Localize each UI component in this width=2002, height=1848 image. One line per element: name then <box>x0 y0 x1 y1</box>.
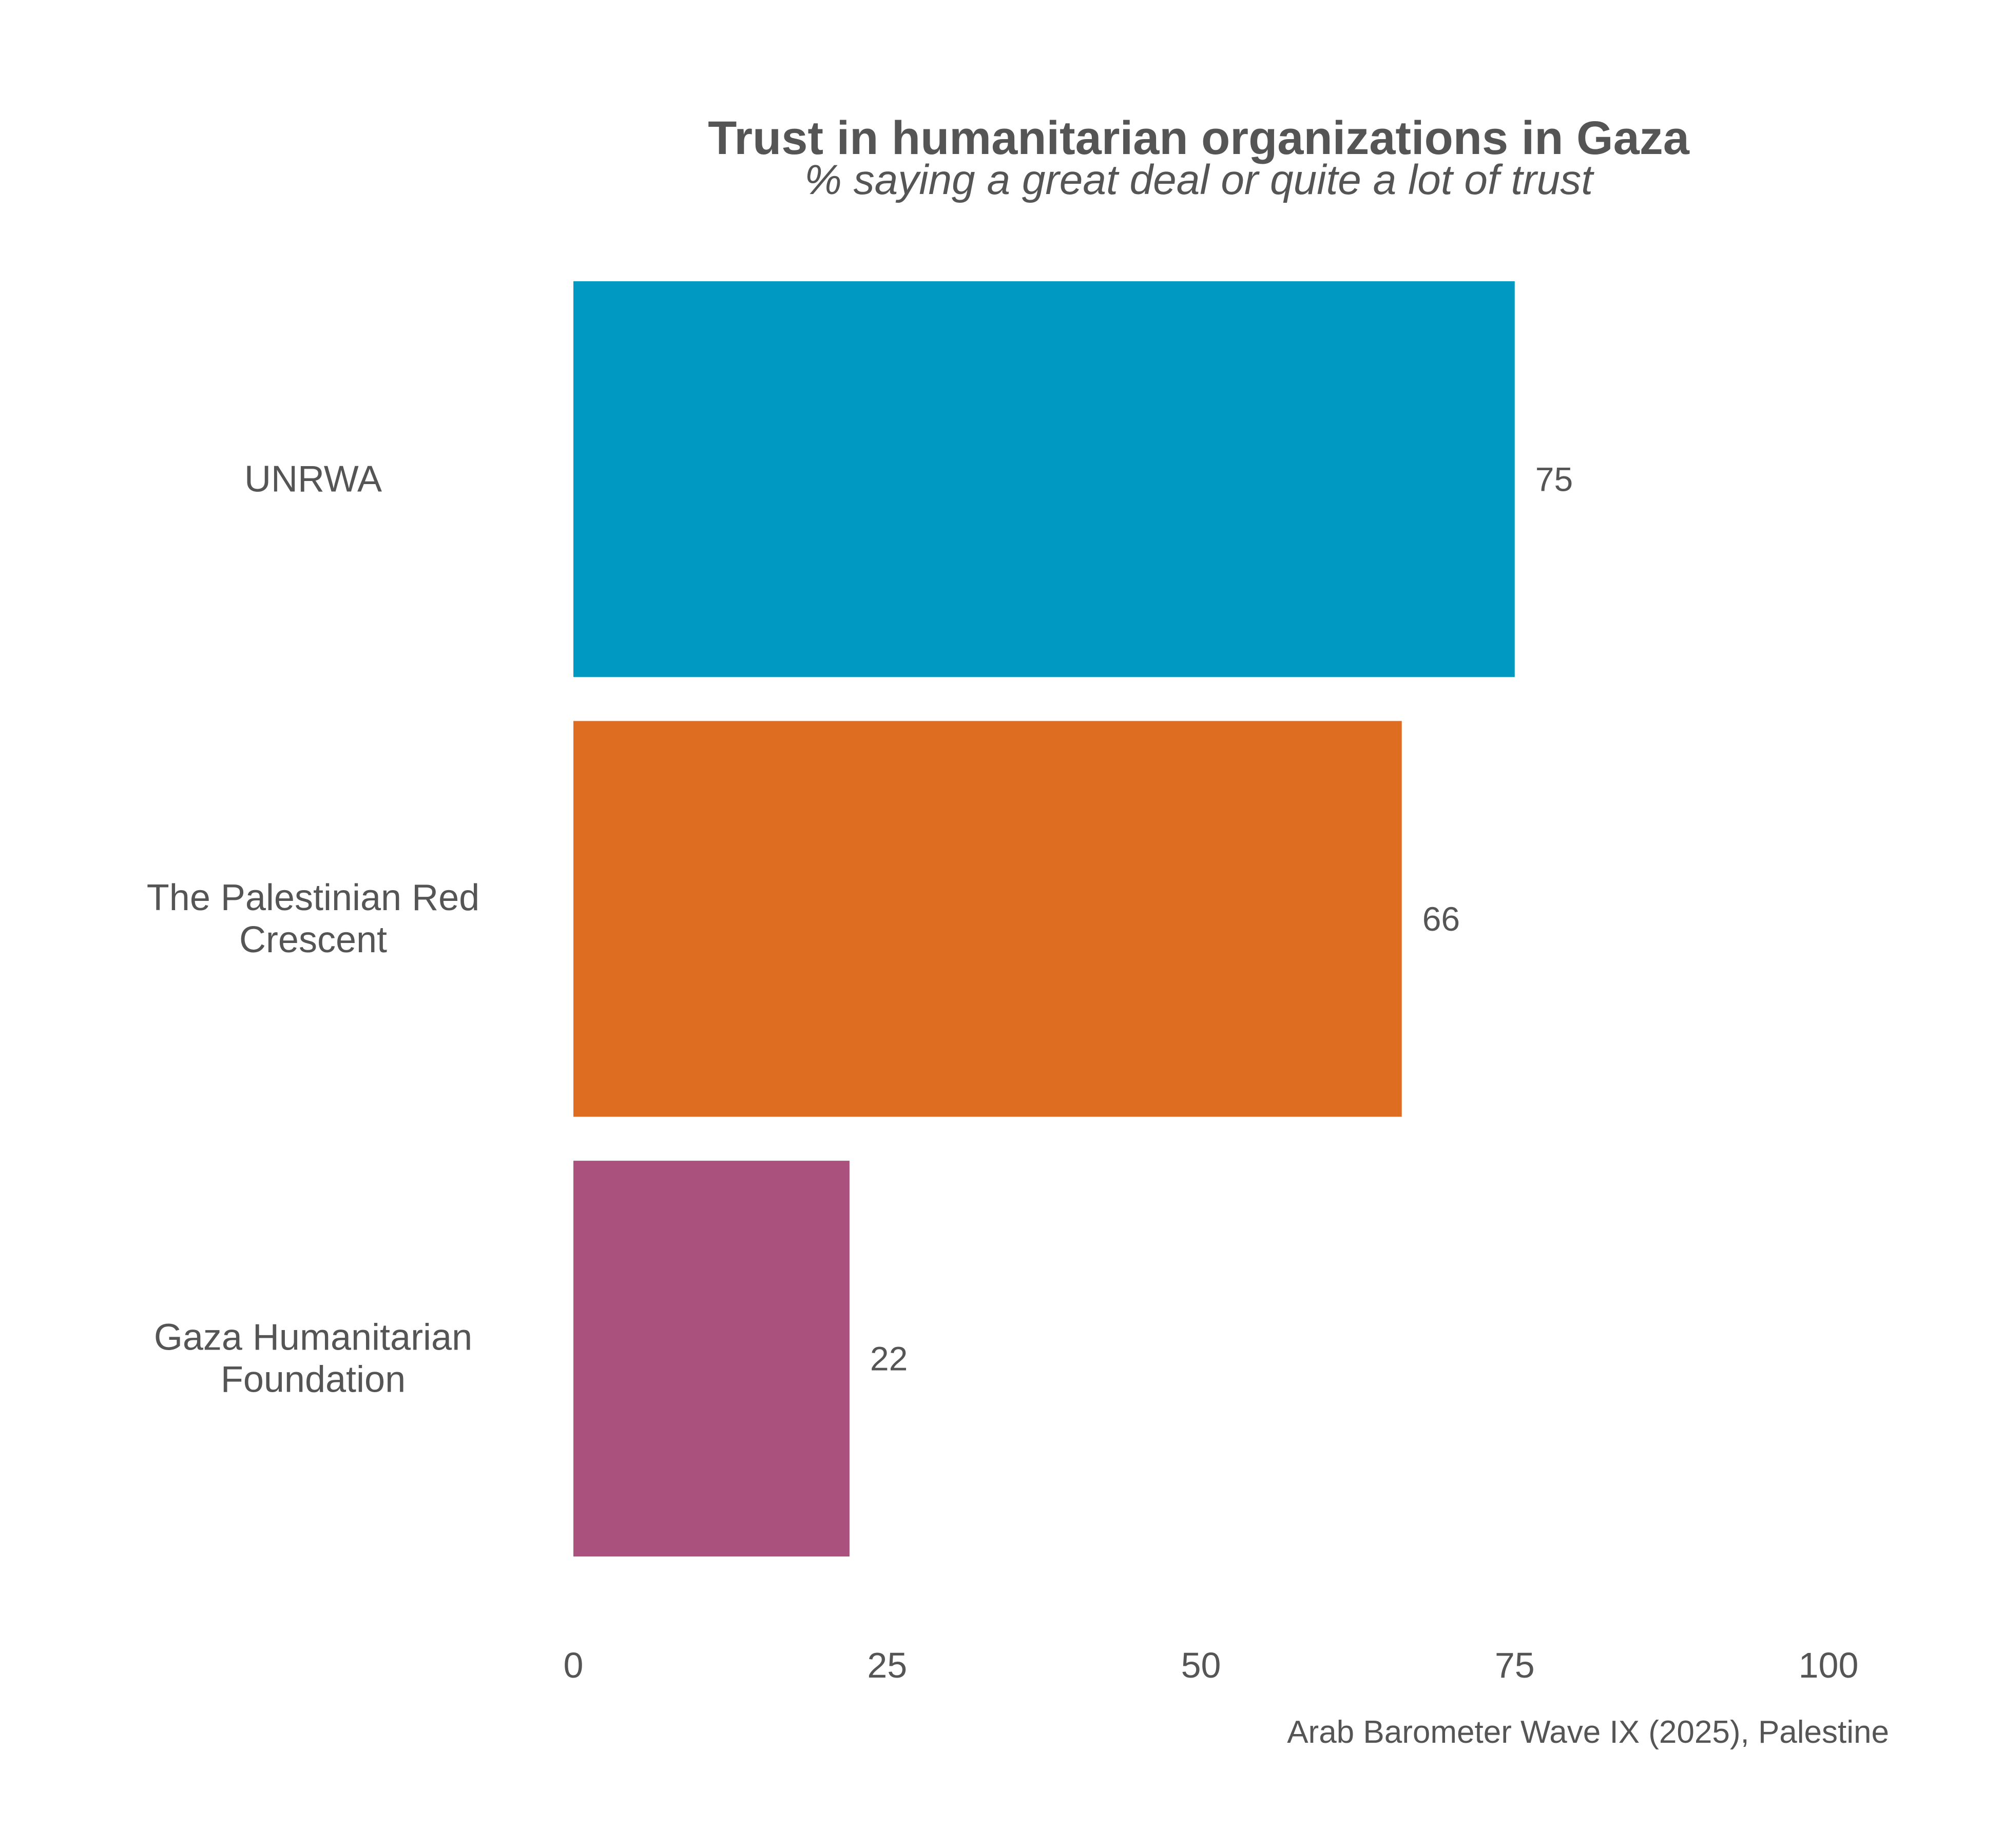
value-label-0: 75 <box>1535 460 1573 498</box>
chart-subtitle: % saying a great deal or quite a lot of … <box>804 157 1594 203</box>
bar-1 <box>573 721 1402 1117</box>
category-label-line: Foundation <box>221 1359 406 1400</box>
x-tick-label: 0 <box>564 1645 584 1685</box>
category-label-1: The Palestinian Red Crescent <box>147 877 479 960</box>
bar-0 <box>573 281 1515 677</box>
category-labels-group: UNRWA The Palestinian Red Crescent Gaza Hum… <box>147 458 479 1400</box>
category-label-line: Crescent <box>239 919 387 960</box>
chart-caption: Arab Barometer Wave IX (2025), Palestine <box>1287 1715 1889 1750</box>
category-label-line: Gaza Humanitarian <box>154 1317 472 1358</box>
x-tick-label: 100 <box>1799 1645 1859 1685</box>
x-tick-label: 75 <box>1495 1645 1535 1685</box>
x-axis-ticks-group: 0 25 50 75 100 <box>564 1645 1859 1685</box>
value-labels-group: 75 66 22 <box>870 460 1573 1377</box>
bars-group <box>573 281 1515 1557</box>
x-tick-label: 25 <box>867 1645 907 1685</box>
x-tick-label: 50 <box>1181 1645 1221 1685</box>
chart-title: Trust in humanitarian organizations in G… <box>708 112 1690 164</box>
category-label-line: UNRWA <box>244 458 382 499</box>
category-label-2: Gaza Humanitarian Foundation <box>154 1317 472 1400</box>
bar-2 <box>573 1161 850 1557</box>
category-label-line: The Palestinian Red <box>147 877 479 918</box>
value-label-1: 66 <box>1422 900 1460 938</box>
value-label-2: 22 <box>870 1340 908 1378</box>
category-label-0: UNRWA <box>244 458 382 499</box>
